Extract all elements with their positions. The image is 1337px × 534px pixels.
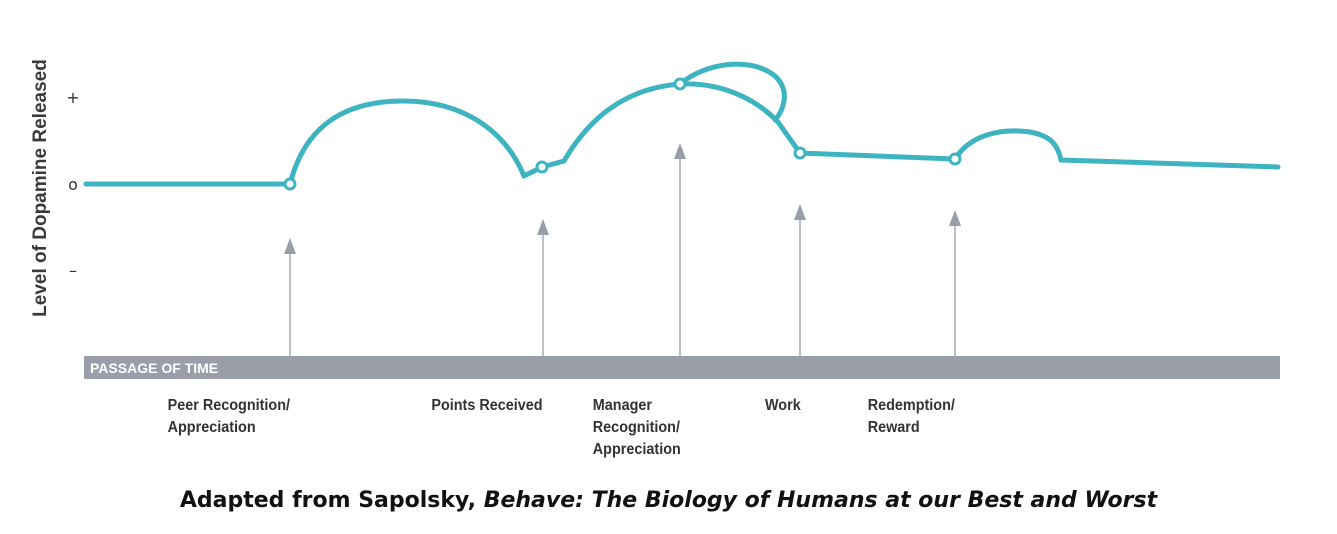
event-arrow-head xyxy=(794,204,806,220)
event-arrow-head xyxy=(949,210,961,226)
event-label-redemption: Redemption/ Reward xyxy=(868,395,955,439)
dopamine-curve xyxy=(83,61,1281,187)
event-label-line: Appreciation xyxy=(592,441,681,458)
event-label-line: Work xyxy=(765,397,801,414)
curve-nodes xyxy=(283,77,962,191)
curve-node xyxy=(673,77,687,91)
event-label-points-received: Points Received xyxy=(432,395,543,417)
y-axis-label: Level of Dopamine Released xyxy=(30,59,51,317)
event-label-line: Recognition/ xyxy=(592,419,681,436)
caption-prefix: Adapted from Sapolsky, xyxy=(179,488,484,513)
caption-title: Behave: The Biology of Humans at our Bes… xyxy=(483,488,1158,513)
event-arrow-head xyxy=(674,143,686,159)
event-label-line: Appreciation xyxy=(167,419,256,436)
event-label-peer-recognition: Peer Recognition/ Appreciation xyxy=(168,395,290,439)
event-label-line: Manager xyxy=(592,397,653,414)
curve-loop xyxy=(677,61,787,123)
curve-third-hump xyxy=(952,128,1064,163)
event-label-line: Points Received xyxy=(431,397,543,414)
curve-node xyxy=(793,146,807,160)
curve-node xyxy=(283,177,297,191)
time-band-label: PASSAGE OF TIME xyxy=(90,360,218,376)
event-arrow-head xyxy=(284,238,296,254)
event-label-line: Redemption/ xyxy=(867,397,955,414)
curve-tail xyxy=(1058,157,1281,170)
event-arrows xyxy=(284,143,961,356)
caption: Adapted from Sapolsky, Behave: The Biolo… xyxy=(0,488,1337,513)
y-tick-minus: – xyxy=(69,261,77,280)
curve-node xyxy=(948,152,962,166)
y-tick-plus: + xyxy=(66,88,79,107)
event-label-line: Peer Recognition/ xyxy=(167,397,290,414)
time-band xyxy=(84,356,1280,379)
event-label-manager-recognition: Manager Recognition/ Appreciation xyxy=(593,395,681,461)
y-tick-zero: o xyxy=(68,175,78,194)
event-label-line: Reward xyxy=(867,419,920,436)
curve-node xyxy=(535,160,549,174)
event-arrow-head xyxy=(537,219,549,235)
curve-first-hump xyxy=(287,98,527,187)
event-label-work: Work xyxy=(765,395,801,417)
curve-plateau xyxy=(797,150,958,162)
